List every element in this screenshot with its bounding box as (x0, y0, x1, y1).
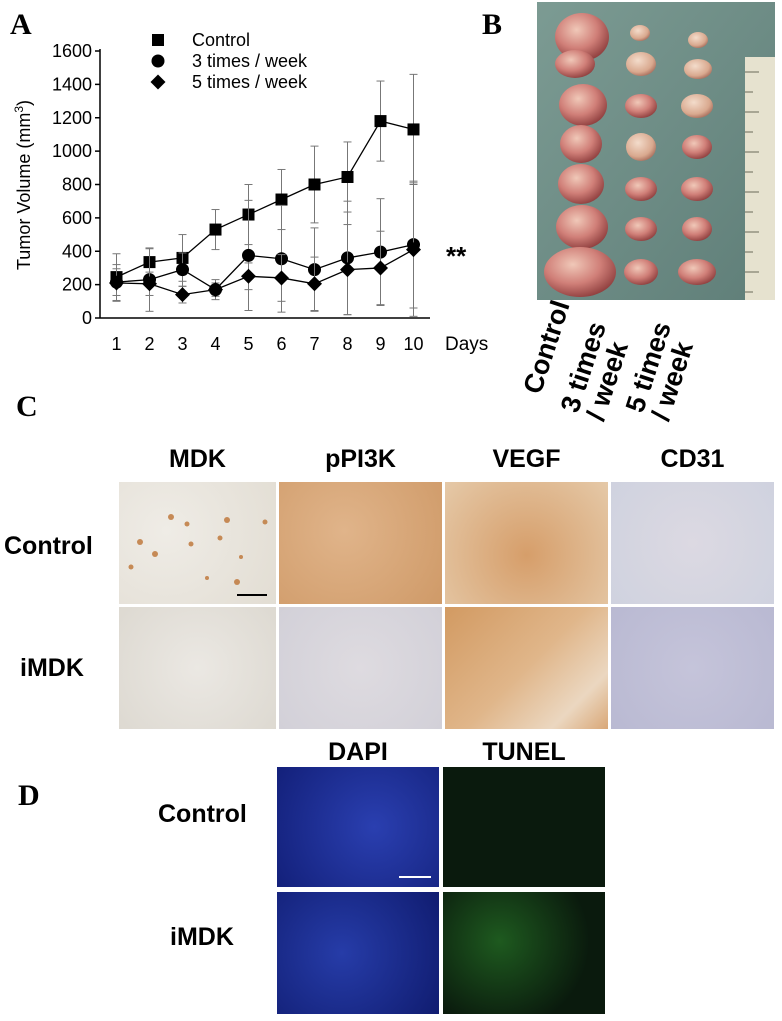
fluorescence-tunel-imdk (443, 892, 605, 1014)
column-header-cd31: CD31 (660, 445, 725, 473)
data-point (307, 276, 322, 292)
x-tick-label: 8 (342, 334, 352, 354)
fluorescence-dapi-imdk (277, 892, 439, 1014)
tumor-photo (537, 2, 775, 300)
micrograph-vegf-imdk (445, 607, 608, 729)
x-tick-label: 2 (144, 334, 154, 354)
y-tick-label: 1400 (52, 74, 92, 94)
x-tick-label: 3 (177, 334, 187, 354)
fluorescence-dapi-control (277, 767, 439, 887)
x-tick-label: 9 (375, 334, 385, 354)
data-point (175, 287, 190, 303)
y-tick-label: 1000 (52, 141, 92, 161)
legend-marker (150, 74, 166, 90)
micrograph-vegf-control (445, 482, 608, 604)
data-point (241, 268, 256, 284)
significance-annotation: ** (446, 241, 467, 271)
y-tick-label: 400 (62, 241, 92, 261)
row-label-control-d: Control (158, 800, 247, 828)
legend-marker (152, 34, 164, 46)
panel-d-label: D (18, 779, 40, 812)
micrograph-cd31-imdk (611, 607, 774, 729)
data-point (142, 276, 157, 292)
y-tick-label: 0 (82, 308, 92, 328)
legend-label: 5 times / week (192, 72, 308, 92)
x-tick-label: 4 (210, 334, 220, 354)
micrograph-mdk-control (119, 482, 276, 604)
y-tick-label: 200 (62, 275, 92, 295)
y-tick-label: 600 (62, 208, 92, 228)
data-point (373, 260, 388, 276)
data-point (341, 170, 354, 183)
legend-marker (151, 54, 165, 68)
fluorescence-tunel-control (443, 767, 605, 887)
x-axis-label: Days (445, 334, 488, 355)
legend-label: 3 times / week (192, 51, 308, 71)
data-point (274, 270, 289, 286)
data-point (275, 193, 288, 206)
data-point (340, 262, 355, 278)
column-header-vegf: VEGF (492, 445, 561, 473)
panel-a-label: A (10, 8, 32, 41)
series-line (116, 243, 414, 291)
data-point (208, 282, 223, 298)
x-tick-label: 5 (243, 334, 253, 354)
row-label-imdk: iMDK (20, 654, 84, 682)
row-label-control: Control (4, 532, 93, 560)
column-header-tunel: TUNEL (482, 738, 566, 766)
data-point (407, 123, 420, 136)
legend-label: Control (192, 30, 250, 50)
y-axis-label: Tumor Volume (mm3) (12, 100, 34, 270)
x-tick-label: 7 (309, 334, 319, 354)
tumor-volume-chart: Tumor Volume (mm3) Days ** 0 200 400 600 800… (12, 30, 488, 355)
y-tick-label: 1600 (52, 41, 92, 61)
x-tick-label: 6 (276, 334, 286, 354)
micrograph-ppi3k-control (279, 482, 442, 604)
micrograph-cd31-control (611, 482, 774, 604)
row-label-imdk-d: iMDK (170, 923, 234, 951)
series-line (116, 120, 414, 278)
y-tick-label: 800 (62, 175, 92, 195)
micrograph-mdk-imdk (119, 607, 276, 729)
panel-b-label: B (482, 8, 503, 41)
data-point (374, 115, 387, 128)
data-point (308, 178, 321, 191)
column-header-dapi: DAPI (328, 738, 388, 766)
data-point (242, 248, 255, 262)
y-tick-label: 1200 (52, 108, 92, 128)
x-tick-label: 1 (111, 334, 121, 354)
panel-c-label: C (16, 390, 38, 423)
data-point (209, 223, 222, 236)
series-line (116, 249, 414, 296)
micrograph-ppi3k-imdk (279, 607, 442, 729)
data-point (406, 242, 421, 258)
x-tick-label: 10 (403, 334, 423, 354)
data-point (176, 263, 189, 277)
column-header-mdk: MDK (169, 445, 226, 473)
column-header-ppi3k: pPI3K (325, 445, 396, 473)
data-point (109, 275, 124, 291)
